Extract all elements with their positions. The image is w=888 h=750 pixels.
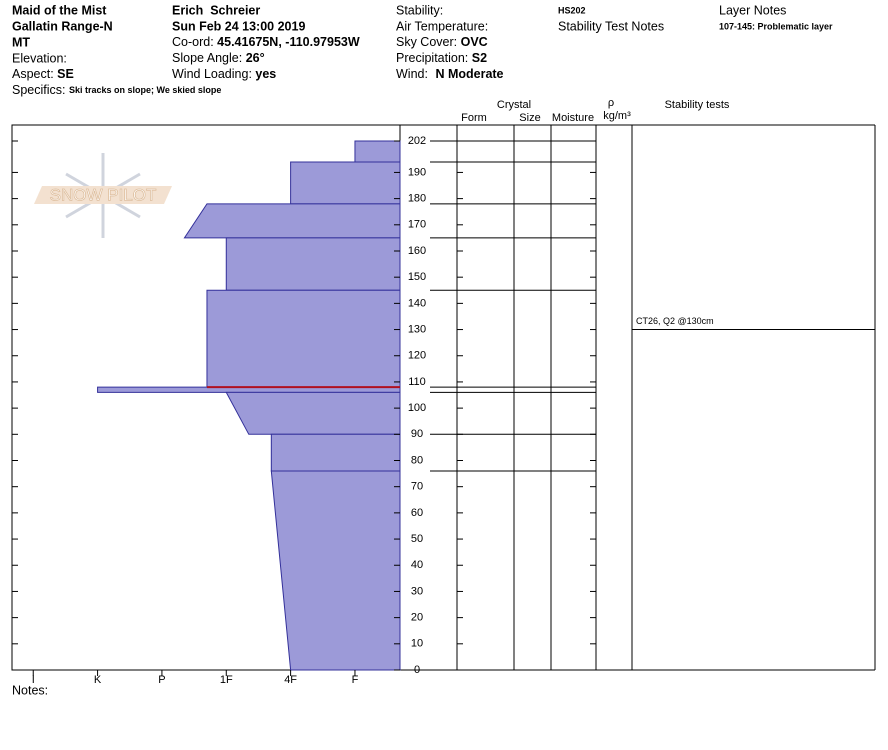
value: yes (255, 67, 276, 81)
layer (354, 140, 401, 163)
observer: Erich Schreier (172, 3, 260, 17)
site: Maid of the Mist (12, 3, 107, 17)
y-tick-label: 100 (408, 402, 426, 414)
stability: Stability: (396, 3, 443, 17)
y-tick-label: 120 (408, 350, 426, 362)
layer (225, 391, 401, 435)
y-tick-label: 0 (414, 664, 420, 676)
y-tick-label: 202 (408, 135, 426, 147)
value: N Moderate (435, 67, 503, 81)
label: Specifics: (12, 83, 66, 97)
moisture: Moisture (552, 112, 594, 124)
y-tick-label: 130 (408, 323, 426, 335)
logo: SNOW PILOT (34, 153, 172, 238)
value: SE (57, 67, 74, 81)
y-tick-label: 150 (408, 271, 426, 283)
label: Wind: (396, 67, 428, 81)
slope: Slope Angle: 26° (172, 51, 265, 65)
state: MT (12, 35, 30, 49)
label: Precipitation: (396, 51, 468, 65)
x-tick-label: 1F (220, 674, 233, 686)
crystal: Crystal (497, 99, 531, 111)
y-tick-label: 70 (411, 481, 423, 493)
hs: HS202 (558, 5, 586, 15)
sky: Sky Cover: OVC (396, 35, 488, 49)
elevation: Elevation: (12, 51, 67, 65)
y-tick-label: 60 (411, 507, 423, 519)
layer (270, 433, 401, 472)
header: Maid of the Mist Gallatin Range-N MT Ele… (12, 3, 833, 697)
y-tick-label: 10 (411, 638, 423, 650)
layer (183, 203, 401, 239)
y-tick-label: 110 (408, 376, 426, 388)
form: Form (461, 112, 487, 124)
wind-loading: Wind Loading: yes (172, 67, 276, 81)
datetime: Sun Feb 24 13:00 2019 (172, 19, 305, 33)
stability-tests: Stability tests (665, 99, 730, 111)
x-tick-label: P (158, 674, 165, 686)
logo-text: SNOW PILOT (50, 185, 157, 204)
y-tick-label: 160 (408, 245, 426, 257)
layer (206, 289, 401, 388)
x-tick-label: 4F (284, 674, 297, 686)
air-temp: Air Temperature: (396, 19, 488, 33)
rho: ρ (608, 97, 614, 109)
size: Size (519, 112, 540, 124)
precip: Precipitation: S2 (396, 51, 487, 65)
y-tick-label: 20 (411, 612, 423, 624)
x-tick-label: K (94, 674, 102, 686)
label: Aspect: (12, 67, 54, 81)
logo-band (34, 186, 172, 204)
y-tick-label: 40 (411, 559, 423, 571)
value: S2 (472, 51, 487, 65)
y-tick-label: 140 (408, 297, 426, 309)
label: Wind Loading: (172, 67, 252, 81)
layer (270, 470, 401, 671)
layer (225, 237, 401, 291)
x-tick-label: F (352, 674, 359, 686)
value: Ski tracks on slope; We skied slope (69, 85, 221, 95)
y-tick-label: 30 (411, 585, 423, 597)
stability-notes: Stability Test Notes (558, 19, 664, 33)
x-tick-label: I (32, 674, 35, 686)
wind: Wind: N Moderate (396, 67, 504, 81)
test-label: CT26, Q2 @130cm (636, 316, 714, 326)
label: Co-ord: (172, 35, 214, 49)
frame (11, 124, 876, 671)
y-tick-label: 190 (408, 166, 426, 178)
value: OVC (461, 35, 488, 49)
value: 26° (246, 51, 265, 65)
coord: Co-ord: 45.41675N, -110.97953W (172, 35, 360, 49)
y-tick-label: 180 (408, 193, 426, 205)
layer-notes-title: Layer Notes (719, 3, 786, 17)
region: Gallatin Range-N (12, 19, 113, 33)
value: 45.41675N, -110.97953W (217, 35, 360, 49)
layer-note: 107-145: Problematic layer (719, 21, 833, 31)
layer (97, 386, 401, 393)
y-tick-label: 90 (411, 428, 423, 440)
density-unit: kg/m³ (603, 110, 631, 122)
y-tick-label: 50 (411, 533, 423, 545)
label: Sky Cover: (396, 35, 457, 49)
y-tick-label: 170 (408, 219, 426, 231)
aspect: Aspect: SE (12, 67, 74, 81)
specifics: Specifics: Ski tracks on slope; We skied… (12, 83, 221, 97)
layer (290, 161, 401, 205)
y-tick-label: 80 (411, 454, 423, 466)
label: Slope Angle: (172, 51, 242, 65)
column-headers: Crystal Form Size Moisture ρ kg/m³ Stabi… (461, 97, 730, 124)
notes: Notes: (12, 683, 48, 697)
